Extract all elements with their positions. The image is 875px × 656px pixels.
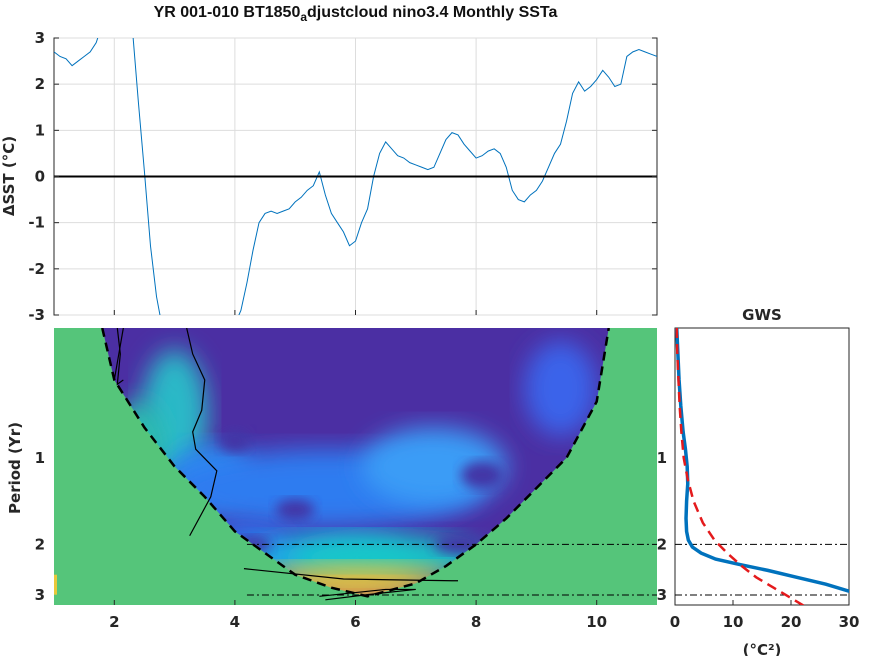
gws-plot-area <box>674 327 850 606</box>
chart-title: YR 001-010 BT1850adjustcloud nino3.4 Mon… <box>0 4 711 24</box>
wavelet-xtick-label: 2 <box>109 613 119 631</box>
cone-of-influence-line <box>101 328 610 598</box>
gws-xlabel: (°C²) <box>743 641 782 656</box>
wavelet-overlay <box>54 328 657 605</box>
significance-contour <box>243 568 459 582</box>
timeseries-ytick-label: -2 <box>28 260 45 278</box>
timeseries-ytick-label: -1 <box>28 214 45 232</box>
gws-significance-line <box>675 328 806 605</box>
wavelet-xtick-label: 8 <box>471 613 481 631</box>
title-prefix: YR 001-010 BT1850 <box>153 4 301 21</box>
timeseries-axes: -3 -2 -1 0 1 2 3 <box>28 29 657 324</box>
wavelet-xtick-label: 10 <box>586 613 607 631</box>
timeseries-ytick-label: 0 <box>35 168 45 186</box>
gws-xtick-label: 10 <box>723 613 744 631</box>
title-subscript: a <box>300 10 308 24</box>
wavelet-low-power-spot <box>275 499 315 521</box>
gws-ytick-label: 1 <box>657 449 667 467</box>
edge-color-strip <box>54 574 57 595</box>
wavelet-xtick-label: 4 <box>230 613 240 631</box>
timeseries-line <box>54 38 657 315</box>
timeseries-panel: -3 -2 -1 0 1 2 3 ΔSST (°C) <box>0 29 658 324</box>
title-suffix: djustcloud nino3.4 Monthly SSTa <box>307 4 558 21</box>
significance-contour <box>116 328 124 386</box>
gws-ytick-label: 2 <box>657 535 667 553</box>
timeseries-lines <box>54 38 657 315</box>
wavelet-low-power-spot <box>461 461 504 490</box>
cone-of-influence-mask <box>54 328 657 605</box>
gws-xtick-label: 30 <box>839 613 860 631</box>
wavelet-ytick-label: 2 <box>35 535 45 553</box>
gws-ytick-label: 3 <box>657 586 667 604</box>
wavelet-power-blob <box>524 340 597 437</box>
timeseries-ytick-label: -3 <box>28 306 45 324</box>
significance-contour <box>113 328 124 381</box>
wavelet-xtick-label: 6 <box>350 613 360 631</box>
timeseries-ytick-label: 1 <box>35 121 45 139</box>
gws-xtick-label: 0 <box>670 613 680 631</box>
timeseries-ytick-label: 2 <box>35 75 45 93</box>
wavelet-low-power-spot <box>219 429 250 452</box>
timeseries-ytick-label: 3 <box>35 29 45 47</box>
wavelet-ytick-label: 1 <box>35 449 45 467</box>
gws-axes: 0 10 20 30 1 2 3 <box>657 449 860 631</box>
significance-contour <box>186 328 218 537</box>
wavelet-ylabel: Period (Yr) <box>6 422 24 514</box>
gws-spectrum-line <box>675 328 849 593</box>
gws-panel: 0 10 20 30 1 2 3 GWS (°C²) <box>657 306 860 656</box>
timeseries-ylabel: ΔSST (°C) <box>0 136 18 216</box>
wavelet-ytick-label: 3 <box>35 586 45 604</box>
gws-title: GWS <box>742 306 782 324</box>
gws-xtick-label: 20 <box>781 613 802 631</box>
wavelet-heatmap <box>111 340 597 600</box>
gws-lines <box>675 328 849 605</box>
significance-contour <box>319 588 416 601</box>
